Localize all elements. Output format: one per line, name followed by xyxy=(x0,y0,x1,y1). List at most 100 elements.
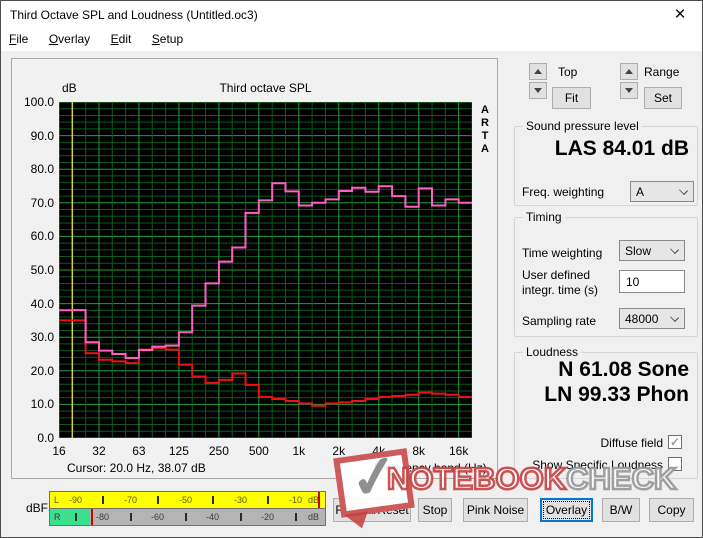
arrow-up-icon xyxy=(625,69,633,74)
y-tick-label: 0.0 xyxy=(37,431,54,445)
menu-overlay[interactable]: Overlay xyxy=(48,32,91,46)
meter-scale-label: -60 xyxy=(151,512,165,522)
fit-button[interactable]: Fit xyxy=(552,87,591,109)
meter-scale-label: -50 xyxy=(179,495,193,505)
y-tick-label: 80.0 xyxy=(30,162,54,177)
meter-row-L: L -90 -70 -50 -30 -10 dB xyxy=(50,492,325,508)
time-weighting-label: Time weighting xyxy=(522,246,603,260)
chevron-down-icon xyxy=(670,313,679,322)
chevron-down-icon xyxy=(679,186,688,195)
plot-area[interactable] xyxy=(58,101,473,439)
copy-button[interactable]: Copy xyxy=(649,498,694,522)
timing-group-title: Timing xyxy=(523,210,565,224)
meter-tick xyxy=(240,513,242,521)
sampling-rate-value: 48000 xyxy=(625,311,659,326)
curve-magenta xyxy=(59,182,472,359)
meter-row-R: R -80 -60 -40 -20 dB xyxy=(50,509,325,525)
overlay-button[interactable]: Overlay xyxy=(540,498,593,522)
cursor-readout: Cursor: 20.0 Hz, 38.07 dB xyxy=(67,461,206,475)
integr-time-input[interactable]: 10 xyxy=(619,270,685,293)
menu-setup[interactable]: Setup xyxy=(151,32,184,46)
top-spin-down-button[interactable] xyxy=(529,82,547,99)
menu-file[interactable]: File xyxy=(9,32,29,46)
loudness-group-title: Loudness xyxy=(523,345,582,359)
meter-tick xyxy=(185,513,187,521)
y-tick-label: 70.0 xyxy=(30,195,54,210)
x-tick-label: 63 xyxy=(132,444,146,458)
diffuse-field-label: Diffuse field xyxy=(600,436,663,450)
diffuse-field-checkbox[interactable]: ✓ xyxy=(668,435,682,449)
meter-scale-label: -90 xyxy=(69,495,83,505)
x-tick-label: 2k xyxy=(332,444,346,458)
chevron-down-icon xyxy=(670,245,679,254)
meter-tick xyxy=(75,513,77,521)
sampling-rate-label: Sampling rate xyxy=(522,314,597,328)
x-tick-label: 8k xyxy=(412,444,426,458)
peak-indicator-R xyxy=(91,509,93,525)
meter-scale-label: -10 xyxy=(289,495,303,505)
meter-scale-label: -40 xyxy=(206,512,220,522)
meter-scale-label: dB xyxy=(308,512,320,522)
sampling-rate-select[interactable]: 48000 xyxy=(619,308,685,329)
integr-time-label-line2: integr. time (s) xyxy=(522,283,599,297)
y-tick-label: 20.0 xyxy=(30,363,54,378)
x-axis-title: Frequency band (Hz) xyxy=(374,461,487,475)
y-tick-label: 100.0 xyxy=(23,95,54,109)
meter-tick xyxy=(157,496,159,504)
show-specific-loudness-label: Show Specific Loudness xyxy=(532,458,663,472)
close-icon[interactable]: × xyxy=(674,4,686,25)
time-weighting-value: Slow xyxy=(625,243,652,258)
arrow-up-icon xyxy=(534,69,542,74)
bw-button[interactable]: B/W xyxy=(602,498,640,522)
record-reset-button[interactable]: Record/Reset xyxy=(333,498,411,522)
meter-scale-label: R xyxy=(54,512,61,522)
range-spin-up-button[interactable] xyxy=(620,63,638,80)
window-title: Third Octave SPL and Loudness (Untitled.… xyxy=(10,8,258,22)
freq-weighting-select[interactable]: A xyxy=(630,181,694,202)
spectrum-plot-panel: dB Third octave SPL 100.0 90.0 80.0 70.0 60.… xyxy=(11,58,498,479)
meter-scale-label: -70 xyxy=(124,495,138,505)
meter-scale-label: L xyxy=(54,495,60,505)
top-spin-up-button[interactable] xyxy=(529,63,547,80)
y-tick-label: 40.0 xyxy=(30,296,54,311)
y-axis-unit-label: dB xyxy=(62,81,77,95)
menu-bar: File Overlay Edit Setup xyxy=(1,29,702,51)
title-bar: Third Octave SPL and Loudness (Untitled.… xyxy=(1,1,702,29)
meter-tick xyxy=(295,513,297,521)
set-button[interactable]: Set xyxy=(644,87,682,109)
x-tick-label: 16k xyxy=(448,444,469,458)
spl-value: LAS 84.01 dB xyxy=(554,137,689,160)
meter-scale-label: -80 xyxy=(96,512,110,522)
meter-tick xyxy=(267,496,269,504)
x-tick-label: 500 xyxy=(248,444,269,458)
loudness-group: Loudness N 61.08 Sone LN 99.33 Phon Diff… xyxy=(514,345,698,479)
arrow-down-icon xyxy=(534,88,542,93)
show-specific-loudness-checkbox[interactable] xyxy=(668,457,682,471)
menu-edit[interactable]: Edit xyxy=(110,32,132,46)
timing-group: Timing Time weighting Slow User defined … xyxy=(514,210,698,337)
x-tick-label: 32 xyxy=(92,444,106,458)
loudness-sone-value: N 61.08 Sone xyxy=(558,358,689,381)
peak-indicator-L xyxy=(318,492,320,508)
y-tick-label: 60.0 xyxy=(30,229,54,244)
dbfs-label: dBFS xyxy=(26,501,57,515)
spl-group-title: Sound pressure level xyxy=(523,119,642,133)
time-weighting-select[interactable]: Slow xyxy=(619,240,685,261)
x-tick-label: 1k xyxy=(292,444,306,458)
meter-scale-label: dB xyxy=(308,495,320,505)
meter-tick xyxy=(102,496,104,504)
x-tick-label: 250 xyxy=(208,444,229,458)
plot-title: Third octave SPL xyxy=(219,81,312,95)
level-meter: L -90 -70 -50 -30 -10 dB R -80 -60 -40 -20 dB xyxy=(49,491,326,526)
x-tick-label: 4k xyxy=(372,444,386,458)
meter-scale-label: -30 xyxy=(234,495,248,505)
y-tick-label: 50.0 xyxy=(30,263,54,277)
freq-weighting-value: A xyxy=(636,184,645,199)
range-spin-down-button[interactable] xyxy=(620,82,638,99)
arrow-down-icon xyxy=(625,88,633,93)
stop-button[interactable]: Stop xyxy=(418,498,452,522)
y-tick-label: 10.0 xyxy=(30,397,54,412)
pink-noise-button[interactable]: Pink Noise xyxy=(463,498,528,522)
